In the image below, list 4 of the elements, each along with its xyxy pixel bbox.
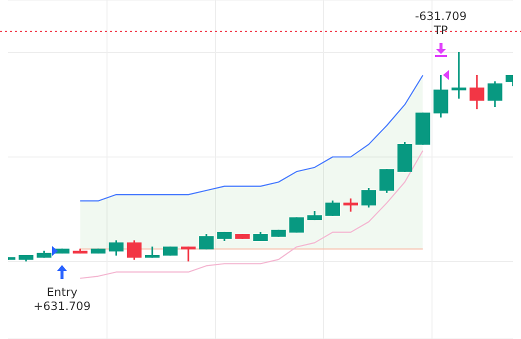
text: -631.709 [414, 9, 467, 23]
text: Entry [46, 285, 78, 300]
text: +631.709 [33, 299, 91, 314]
text: TP [434, 23, 448, 37]
